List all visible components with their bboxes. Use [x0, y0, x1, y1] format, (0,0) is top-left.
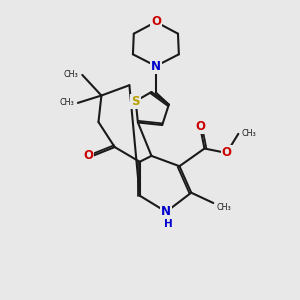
- Text: O: O: [222, 146, 232, 159]
- Text: CH₃: CH₃: [242, 129, 256, 138]
- Text: CH₃: CH₃: [60, 98, 74, 107]
- Text: N: N: [161, 205, 171, 218]
- Text: CH₃: CH₃: [64, 70, 79, 80]
- Text: N: N: [151, 60, 161, 73]
- Text: H: H: [164, 219, 173, 229]
- Text: O: O: [151, 15, 161, 28]
- Text: CH₃: CH₃: [217, 203, 232, 212]
- Text: S: S: [131, 94, 140, 108]
- Text: O: O: [195, 120, 205, 133]
- Text: O: O: [83, 149, 93, 162]
